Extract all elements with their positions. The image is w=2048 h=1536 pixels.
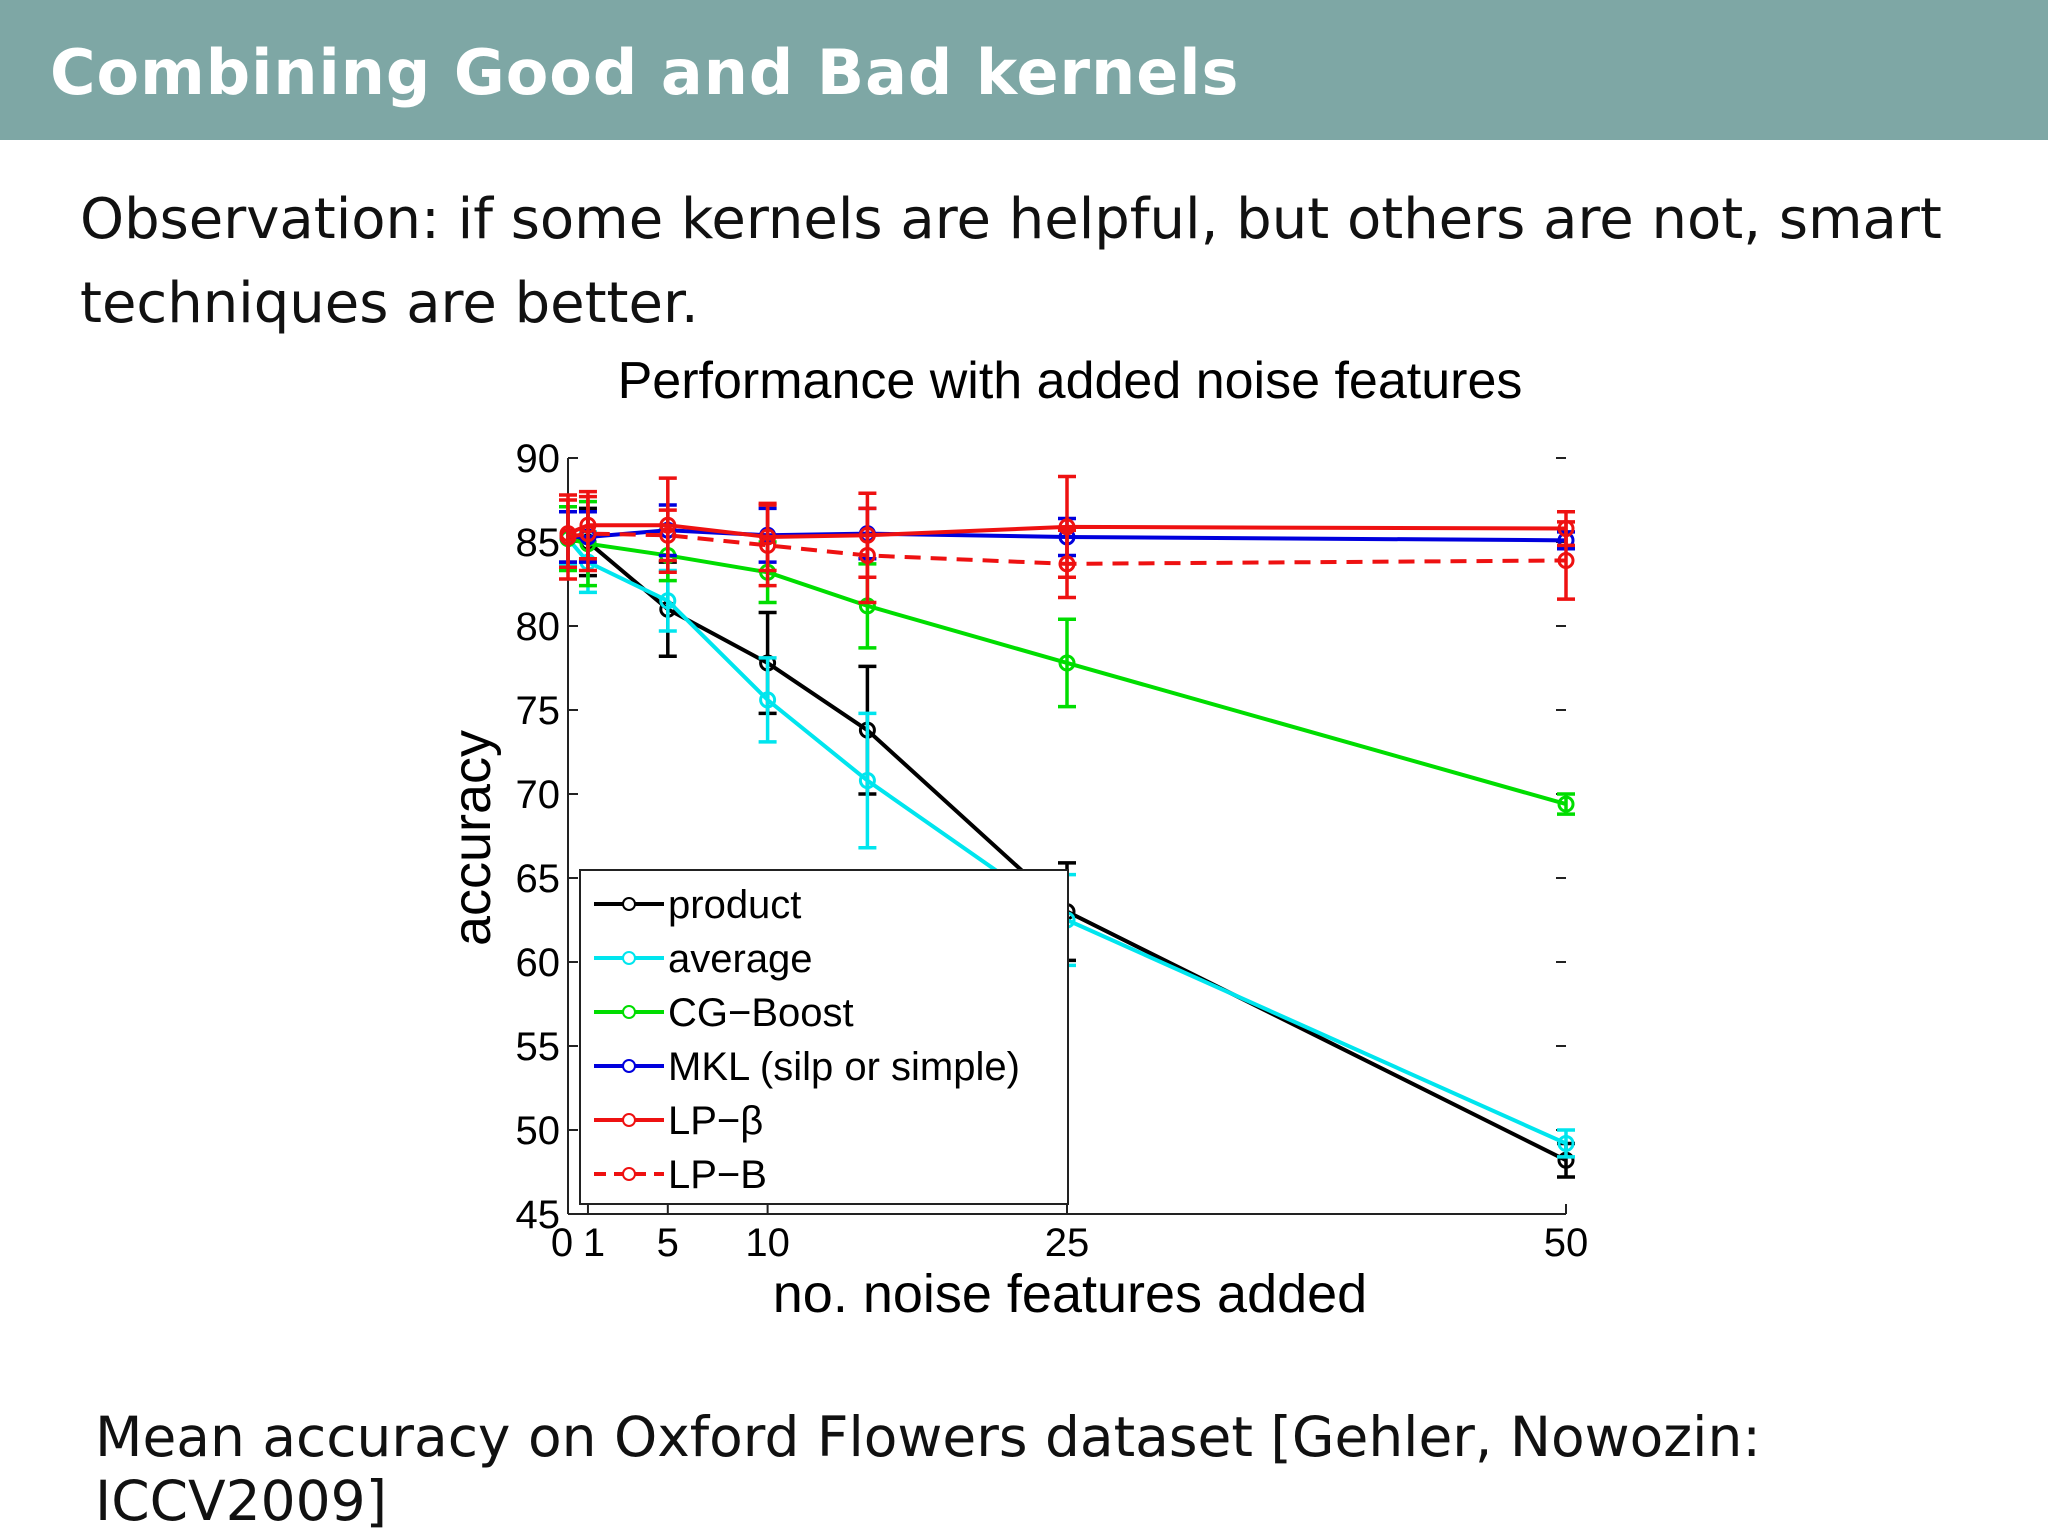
y-tick-label: 45 [516,1193,561,1237]
y-tick-label: 75 [516,689,561,733]
data-point [858,546,876,564]
accuracy-chart: Performance with added noise features 45… [442,352,1589,1324]
x-tick-label: 0 [551,1221,573,1265]
legend-box [579,869,1069,1205]
x-tick-label: 25 [1045,1221,1090,1265]
y-axis-label: accuracy [442,730,502,946]
data-point [1557,1134,1575,1152]
data-point [1557,551,1575,569]
x-tick-label: 10 [745,1221,790,1265]
x-tick-label: 1 [583,1221,605,1265]
y-tick-label: 85 [516,521,561,565]
y-tick-label: 55 [516,1025,561,1069]
y-tick-label: 50 [516,1109,561,1153]
legend-label: MKL (silp or simple) [668,1045,1020,1089]
data-point [1058,654,1076,672]
data-point [579,525,597,543]
data-point [759,536,777,554]
legend-marker [622,1059,636,1073]
y-tick-label: 60 [516,941,561,985]
legend-marker [622,1113,636,1127]
y-tick-label: 70 [516,773,561,817]
legend-label: CG−Boost [668,991,854,1035]
legend-marker [622,1005,636,1019]
figure-caption: Mean accuracy on Oxford Flowers dataset … [95,1405,1761,1533]
data-point [1557,795,1575,813]
y-tick-label: 90 [516,437,561,481]
slide-title-bar: Combining Good and Bad kernels [0,0,2048,140]
data-point [858,772,876,790]
legend-marker [622,897,636,911]
x-tick-label: 50 [1544,1221,1589,1265]
legend-label: product [668,883,801,927]
y-tick-label: 80 [516,605,561,649]
slide-title: Combining Good and Bad kernels [50,36,1240,109]
chart-title: Performance with added noise features [618,352,1523,410]
x-tick-label: 5 [657,1221,679,1265]
legend-label: LP−B [668,1153,767,1197]
legend-marker [622,1167,636,1181]
data-point [659,526,677,544]
y-tick-label: 65 [516,857,561,901]
plot-area: 45 50 55 60 65 70 75 80 85 90 0 1 5 10 25 50 product aver… [516,437,1589,1265]
data-point [759,691,777,709]
data-point [559,528,577,546]
legend-label: average [668,937,813,981]
observation-text: Observation: if some kernels are helpful… [80,187,1942,336]
legend-label: LP−β [668,1099,763,1143]
legend-marker [622,951,636,965]
data-point [1058,555,1076,573]
x-axis-label: no. noise features added [773,1264,1367,1324]
data-point [659,592,677,610]
